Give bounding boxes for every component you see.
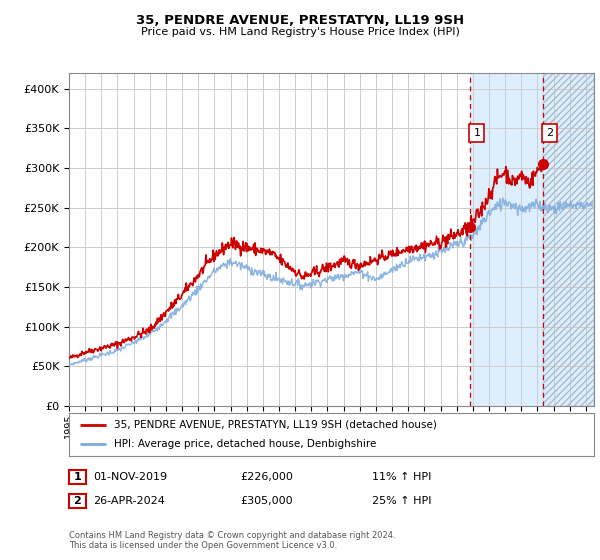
Text: 01-NOV-2019: 01-NOV-2019 [93,472,167,482]
Text: 35, PENDRE AVENUE, PRESTATYN, LL19 9SH: 35, PENDRE AVENUE, PRESTATYN, LL19 9SH [136,14,464,27]
Text: 1: 1 [74,472,81,482]
Text: 11% ↑ HPI: 11% ↑ HPI [372,472,431,482]
Text: 35, PENDRE AVENUE, PRESTATYN, LL19 9SH (detached house): 35, PENDRE AVENUE, PRESTATYN, LL19 9SH (… [113,420,437,430]
Bar [470,73,542,406]
Text: £226,000: £226,000 [240,472,293,482]
Bar [542,73,594,406]
Text: 25% ↑ HPI: 25% ↑ HPI [372,496,431,506]
Text: HPI: Average price, detached house, Denbighshire: HPI: Average price, detached house, Denb… [113,439,376,449]
Text: 26-APR-2024: 26-APR-2024 [93,496,165,506]
Text: £305,000: £305,000 [240,496,293,506]
Text: 1: 1 [473,128,481,138]
Bar [542,73,594,406]
Text: Contains HM Land Registry data © Crown copyright and database right 2024.
This d: Contains HM Land Registry data © Crown c… [69,530,395,550]
Text: 2: 2 [74,496,81,506]
Text: 2: 2 [546,128,553,138]
Text: Price paid vs. HM Land Registry's House Price Index (HPI): Price paid vs. HM Land Registry's House … [140,27,460,37]
